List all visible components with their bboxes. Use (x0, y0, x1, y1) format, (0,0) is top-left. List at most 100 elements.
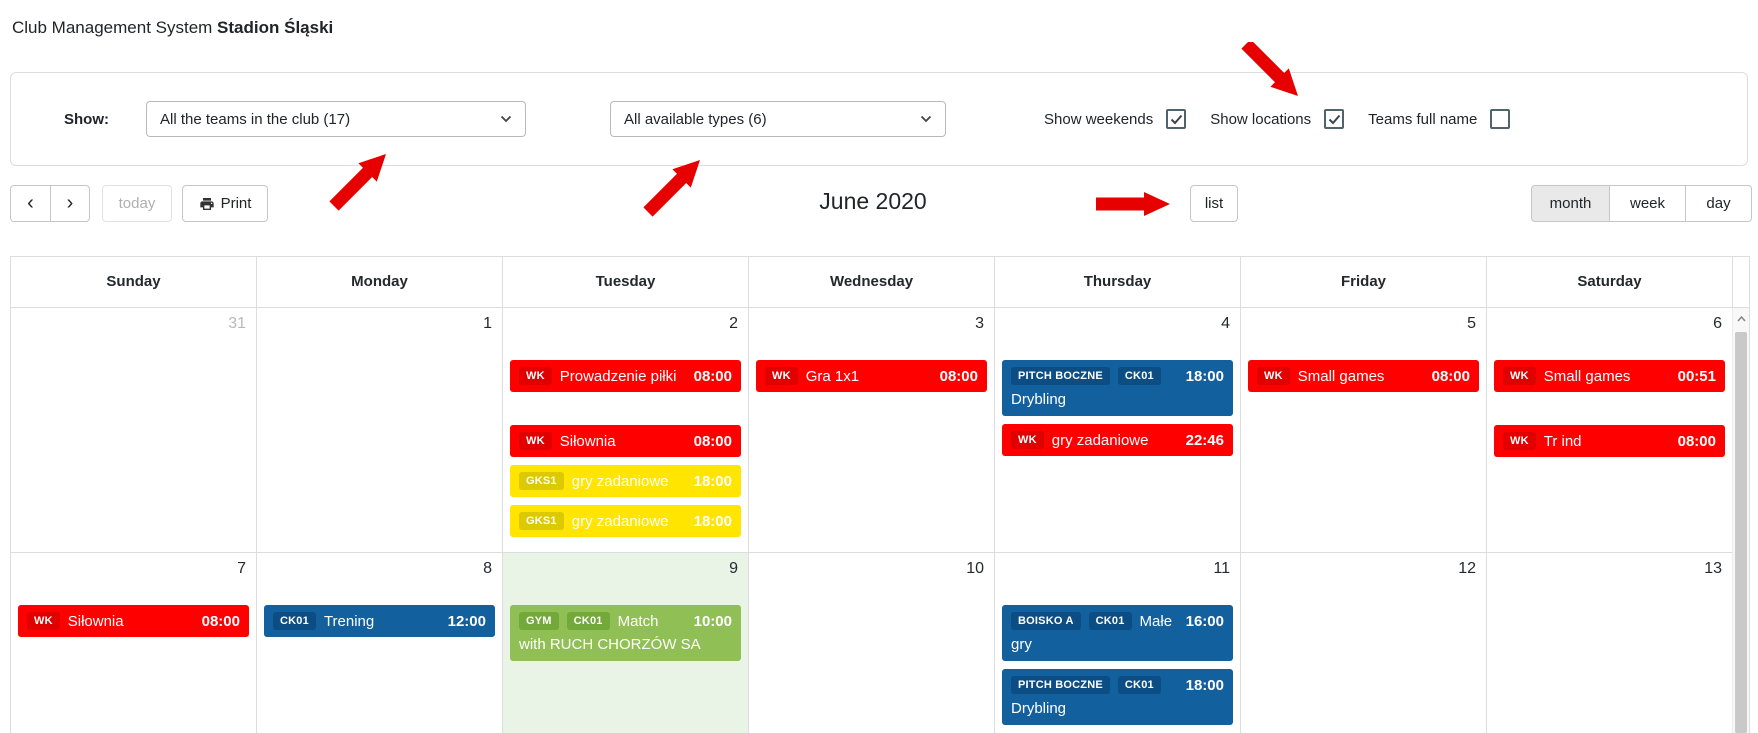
event-time: 08:00 (939, 367, 978, 385)
list-button[interactable]: list (1190, 185, 1238, 222)
team-badge: GKS1 (519, 472, 564, 490)
event-title: Trening (323, 612, 375, 630)
calendar-header-row: Sunday Monday Tuesday Wednesday Thursday Frid… (10, 256, 1750, 308)
event-time: 00:51 (1677, 367, 1716, 385)
event-subtitle: with RUCH CHORZÓW SA (519, 636, 701, 653)
events-container (257, 338, 502, 352)
events-container: GYM CK01 Match 10:00 with RUCH CHORZÓW SA (503, 583, 748, 661)
checkbox-box[interactable] (1324, 109, 1345, 129)
event-line1: CK01 Trening 12:00 (273, 610, 486, 632)
day-header-wednesday: Wednesday (748, 257, 994, 307)
calendar-event[interactable]: WK gry zadaniowe 22:46 (1002, 424, 1233, 456)
event-time: 08:00 (1431, 367, 1470, 385)
team-badge: CK01 (273, 612, 316, 630)
day-header-thursday: Thursday (994, 257, 1240, 307)
event-time: 08:00 (1677, 432, 1716, 450)
team-badge: WK (1011, 431, 1044, 449)
event-line1: WK Siłownia 08:00 (27, 610, 240, 632)
event-time: 22:46 (1185, 431, 1224, 449)
checkbox-show-weekends[interactable]: Show weekends (1044, 109, 1187, 129)
next-button[interactable]: › (50, 185, 90, 222)
team-badge: WK (27, 612, 60, 630)
checkbox-show-locations[interactable]: Show locations (1210, 109, 1345, 129)
scrollbar-thumb[interactable] (1735, 332, 1747, 733)
printer-icon (199, 197, 214, 210)
day-number: 12 (1458, 560, 1476, 577)
calendar-event[interactable]: GKS1 gry zadaniowe 18:00 (510, 505, 741, 537)
events-container: WK Small games 08:00 (1241, 338, 1486, 392)
event-time: 12:00 (447, 612, 486, 630)
event-line1: BOISKO A CK01 Małe 16:00 (1011, 610, 1224, 632)
events-container: BOISKO A CK01 Małe 16:00 gry PITCH BOCZNE CK01… (995, 583, 1240, 725)
event-line1: GYM CK01 Match 10:00 (519, 610, 732, 632)
chevron-left-icon: ‹ (27, 192, 34, 214)
calendar-event[interactable]: PITCH BOCZNE CK01 18:00 Drybling (1002, 669, 1233, 725)
calendar-event[interactable]: PITCH BOCZNE CK01 18:00 Drybling (1002, 360, 1233, 416)
team-badge: CK01 (1117, 367, 1161, 385)
calendar-event[interactable]: WK Siłownia 08:00 (18, 605, 249, 637)
day-number: 2 (729, 315, 738, 332)
events-container: WK Gra 1x1 08:00 (749, 338, 994, 392)
calendar-body: 31 1 2 WK Prowadzenie piłki 08:00 WK Siłownia 08… (10, 308, 1750, 733)
page-title-prefix: Club Management System (12, 18, 218, 37)
event-line1: WK gry zadaniowe 22:46 (1011, 429, 1224, 451)
events-container: WK Siłownia 08:00 (11, 583, 256, 637)
team-badge: WK (765, 367, 798, 385)
teams-dropdown[interactable]: All the teams in the club (17) (146, 101, 526, 137)
event-line1: PITCH BOCZNE CK01 18:00 (1011, 674, 1224, 696)
events-container (11, 338, 256, 352)
event-title: Siłownia (559, 432, 616, 450)
day-number: 13 (1704, 560, 1722, 577)
chevron-up-icon (1736, 316, 1746, 322)
event-title: Small games (1297, 367, 1385, 385)
calendar-event[interactable]: BOISKO A CK01 Małe 16:00 gry (1002, 605, 1233, 661)
calendar-event[interactable]: CK01 Trening 12:00 (264, 605, 495, 637)
day-cell: 6 WK Small games 00:51 WK Tr ind 08:00 (1486, 308, 1732, 552)
calendar-event[interactable]: WK Prowadzenie piłki 08:00 (510, 360, 741, 392)
event-title: Gra 1x1 (805, 367, 860, 385)
checkmark-icon (1328, 114, 1340, 124)
event-line1: GKS1 gry zadaniowe 18:00 (519, 510, 732, 532)
team-badge: WK (519, 367, 552, 385)
checkbox-box[interactable] (1166, 109, 1187, 129)
calendar-event[interactable]: WK Small games 08:00 (1248, 360, 1479, 392)
checkbox-label: Show locations (1210, 110, 1312, 128)
filter-panel: Show: All the teams in the club (17) All… (10, 72, 1748, 166)
show-label: Show: (64, 110, 109, 128)
day-header-tuesday: Tuesday (502, 257, 748, 307)
day-number: 11 (1213, 560, 1230, 577)
calendar-event[interactable]: GKS1 gry zadaniowe 18:00 (510, 465, 741, 497)
event-line1: GKS1 gry zadaniowe 18:00 (519, 470, 732, 492)
chevron-down-icon (500, 115, 512, 123)
checkbox-box[interactable] (1490, 109, 1511, 129)
event-line1: WK Small games 00:51 (1503, 365, 1716, 387)
day-number: 7 (237, 560, 246, 577)
checkbox-teams-full-name[interactable]: Teams full name (1368, 109, 1511, 129)
club-name: Stadion Śląski (217, 18, 334, 37)
day-header-monday: Monday (256, 257, 502, 307)
types-dropdown[interactable]: All available types (6) (610, 101, 946, 137)
team-badge: CK01 (1088, 612, 1132, 630)
view-button-month[interactable]: month (1531, 185, 1609, 222)
prev-button[interactable]: ‹ (10, 185, 50, 222)
view-button-week[interactable]: week (1609, 185, 1685, 222)
calendar-event[interactable]: WK Gra 1x1 08:00 (756, 360, 987, 392)
day-number: 8 (483, 560, 492, 577)
scrollbar-up-button[interactable] (1733, 308, 1749, 330)
event-line1: WK Tr ind 08:00 (1503, 430, 1716, 452)
calendar-event[interactable]: GYM CK01 Match 10:00 with RUCH CHORZÓW SA (510, 605, 741, 661)
day-number: 3 (975, 315, 984, 332)
view-button-day[interactable]: day (1685, 185, 1752, 222)
day-number: 10 (966, 560, 984, 577)
today-button[interactable]: today (102, 185, 172, 222)
event-time: 16:00 (1185, 612, 1224, 630)
day-cell: 7 WK Siłownia 08:00 (11, 553, 256, 733)
calendar-event[interactable]: WK Siłownia 08:00 (510, 425, 741, 457)
calendar-event[interactable]: WK Small games 00:51 (1494, 360, 1725, 392)
print-button[interactable]: Print (182, 185, 268, 222)
team-badge: CK01 (1117, 676, 1161, 694)
location-badge: PITCH BOCZNE (1011, 676, 1110, 694)
day-cell: 31 (11, 308, 256, 552)
calendar-event[interactable]: WK Tr ind 08:00 (1494, 425, 1725, 457)
event-title: Small games (1543, 367, 1631, 385)
